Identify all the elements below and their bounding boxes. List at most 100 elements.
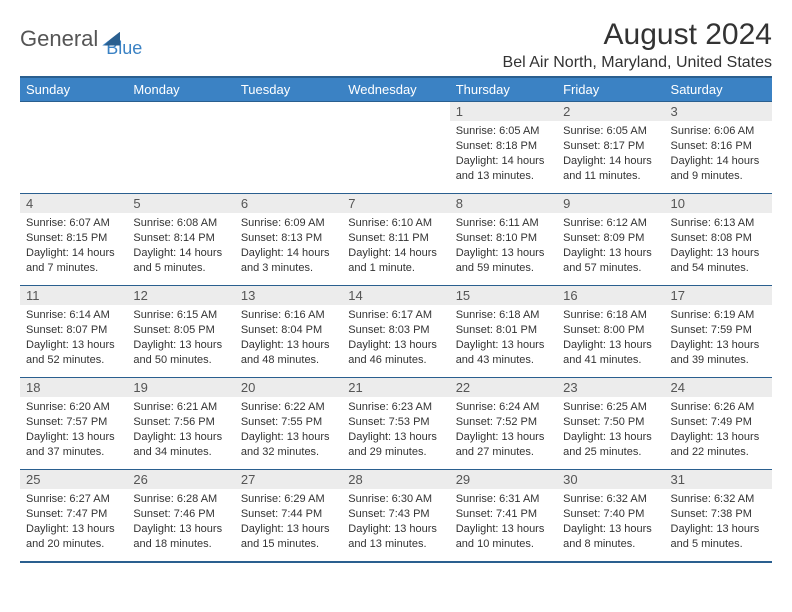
daylight-line1: Daylight: 13 hours	[671, 338, 766, 353]
day-number: 24	[665, 378, 772, 397]
calendar-day-cell: 29Sunrise: 6:31 AMSunset: 7:41 PMDayligh…	[450, 470, 557, 562]
sunrise-text: Sunrise: 6:09 AM	[241, 216, 336, 231]
day-number: 19	[127, 378, 234, 397]
daylight-line2: and 39 minutes.	[671, 353, 766, 368]
daylight-line2: and 15 minutes.	[241, 537, 336, 552]
day-number: 16	[557, 286, 664, 305]
day-number: 30	[557, 470, 664, 489]
sunrise-text: Sunrise: 6:25 AM	[563, 400, 658, 415]
sunset-text: Sunset: 8:18 PM	[456, 139, 551, 154]
calendar-day-cell: 25Sunrise: 6:27 AMSunset: 7:47 PMDayligh…	[20, 470, 127, 562]
calendar-week-row: 25 Sunrise: 6:27 AMSunset: 7:47 PM Dayligh…	[20, 470, 772, 562]
daylight-line1: Daylight: 13 hours	[348, 522, 443, 537]
logo-text-general: General	[20, 26, 98, 52]
daylight-line1: Daylight: 13 hours	[133, 338, 228, 353]
daylight-line1: Daylight: 14 hours	[456, 154, 551, 169]
weekday-header: Thursday	[450, 77, 557, 102]
day-number: 12	[127, 286, 234, 305]
daylight-line2: and 32 minutes.	[241, 445, 336, 460]
sunrise-text: Sunrise: 6:22 AM	[241, 400, 336, 415]
calendar-day-cell: 2Sunrise: 6:05 AMSunset: 8:17 PMDaylight…	[557, 102, 664, 194]
day-details: Sunrise: 6:18 AMSunset: 8:00 PMDaylight:…	[557, 305, 664, 371]
calendar-day-cell: 22Sunrise: 6:24 AMSunset: 7:52 PMDayligh…	[450, 378, 557, 470]
day-details: Sunrise: 6:06 AMSunset: 8:16 PMDaylight:…	[665, 121, 772, 187]
daylight-line2: and 18 minutes.	[133, 537, 228, 552]
sunrise-text: Sunrise: 6:20 AM	[26, 400, 121, 415]
sunset-text: Sunset: 8:03 PM	[348, 323, 443, 338]
sunset-text: Sunset: 7:47 PM	[26, 507, 121, 522]
day-number: 23	[557, 378, 664, 397]
sunrise-text: Sunrise: 6:24 AM	[456, 400, 551, 415]
day-details: Sunrise: 6:26 AMSunset: 7:49 PMDaylight:…	[665, 397, 772, 463]
day-number: 26	[127, 470, 234, 489]
sunrise-text: Sunrise: 6:26 AM	[671, 400, 766, 415]
sunset-text: Sunset: 8:01 PM	[456, 323, 551, 338]
calendar-day-cell: 20Sunrise: 6:22 AMSunset: 7:55 PMDayligh…	[235, 378, 342, 470]
daylight-line2: and 22 minutes.	[671, 445, 766, 460]
sunset-text: Sunset: 7:52 PM	[456, 415, 551, 430]
daylight-line2: and 7 minutes.	[26, 261, 121, 276]
day-details: Sunrise: 6:25 AMSunset: 7:50 PMDaylight:…	[557, 397, 664, 463]
daylight-line1: Daylight: 13 hours	[241, 338, 336, 353]
day-number: 25	[20, 470, 127, 489]
daylight-line1: Daylight: 13 hours	[26, 430, 121, 445]
calendar-day-cell: 19Sunrise: 6:21 AMSunset: 7:56 PMDayligh…	[127, 378, 234, 470]
sunset-text: Sunset: 8:09 PM	[563, 231, 658, 246]
day-details: Sunrise: 6:30 AMSunset: 7:43 PMDaylight:…	[342, 489, 449, 555]
day-details: Sunrise: 6:32 AMSunset: 7:40 PMDaylight:…	[557, 489, 664, 555]
sunrise-text: Sunrise: 6:07 AM	[26, 216, 121, 231]
weekday-header: Saturday	[665, 77, 772, 102]
sunrise-text: Sunrise: 6:18 AM	[456, 308, 551, 323]
calendar-day-cell: 10Sunrise: 6:13 AMSunset: 8:08 PMDayligh…	[665, 194, 772, 286]
calendar-day-cell: 18Sunrise: 6:20 AMSunset: 7:57 PMDayligh…	[20, 378, 127, 470]
daylight-line1: Daylight: 13 hours	[133, 522, 228, 537]
sunrise-text: Sunrise: 6:19 AM	[671, 308, 766, 323]
sunrise-text: Sunrise: 6:28 AM	[133, 492, 228, 507]
weekday-header: Tuesday	[235, 77, 342, 102]
daylight-line1: Daylight: 13 hours	[456, 246, 551, 261]
daylight-line1: Daylight: 14 hours	[26, 246, 121, 261]
sunrise-text: Sunrise: 6:16 AM	[241, 308, 336, 323]
day-number: 18	[20, 378, 127, 397]
title-block: August 2024 Bel Air North, Maryland, Uni…	[503, 18, 772, 72]
calendar-day-cell: 13Sunrise: 6:16 AMSunset: 8:04 PMDayligh…	[235, 286, 342, 378]
day-details: Sunrise: 6:21 AMSunset: 7:56 PMDaylight:…	[127, 397, 234, 463]
calendar-day-cell: 3Sunrise: 6:06 AMSunset: 8:16 PMDaylight…	[665, 102, 772, 194]
sunset-text: Sunset: 7:56 PM	[133, 415, 228, 430]
sunrise-text: Sunrise: 6:18 AM	[563, 308, 658, 323]
day-details: Sunrise: 6:18 AMSunset: 8:01 PMDaylight:…	[450, 305, 557, 371]
calendar-day-cell: 23Sunrise: 6:25 AMSunset: 7:50 PMDayligh…	[557, 378, 664, 470]
daylight-line1: Daylight: 14 hours	[348, 246, 443, 261]
day-number: 1	[450, 102, 557, 121]
daylight-line2: and 20 minutes.	[26, 537, 121, 552]
month-title: August 2024	[503, 18, 772, 52]
day-details: Sunrise: 6:32 AMSunset: 7:38 PMDaylight:…	[665, 489, 772, 555]
day-details: Sunrise: 6:22 AMSunset: 7:55 PMDaylight:…	[235, 397, 342, 463]
day-details: Sunrise: 6:11 AMSunset: 8:10 PMDaylight:…	[450, 213, 557, 279]
daylight-line2: and 1 minute.	[348, 261, 443, 276]
sunrise-text: Sunrise: 6:14 AM	[26, 308, 121, 323]
calendar-week-row: 1Sunrise: 6:05 AMSunset: 8:18 PMDaylight…	[20, 102, 772, 194]
logo: General Blue	[20, 18, 142, 59]
calendar-empty-cell	[127, 102, 234, 194]
day-number: 2	[557, 102, 664, 121]
daylight-line1: Daylight: 13 hours	[348, 430, 443, 445]
sunset-text: Sunset: 8:05 PM	[133, 323, 228, 338]
sunset-text: Sunset: 8:14 PM	[133, 231, 228, 246]
daylight-line2: and 5 minutes.	[133, 261, 228, 276]
sunset-text: Sunset: 7:59 PM	[671, 323, 766, 338]
day-details: Sunrise: 6:05 AMSunset: 8:17 PMDaylight:…	[557, 121, 664, 187]
sunset-text: Sunset: 8:11 PM	[348, 231, 443, 246]
day-number: 21	[342, 378, 449, 397]
daylight-line1: Daylight: 13 hours	[671, 430, 766, 445]
day-details: Sunrise: 6:24 AMSunset: 7:52 PMDaylight:…	[450, 397, 557, 463]
day-details: Sunrise: 6:23 AMSunset: 7:53 PMDaylight:…	[342, 397, 449, 463]
sunrise-text: Sunrise: 6:27 AM	[26, 492, 121, 507]
daylight-line1: Daylight: 13 hours	[563, 338, 658, 353]
daylight-line1: Daylight: 13 hours	[671, 522, 766, 537]
calendar-day-cell: 6Sunrise: 6:09 AMSunset: 8:13 PMDaylight…	[235, 194, 342, 286]
day-details: Sunrise: 6:08 AMSunset: 8:14 PMDaylight:…	[127, 213, 234, 279]
sunset-text: Sunset: 7:41 PM	[456, 507, 551, 522]
sunrise-text: Sunrise: 6:31 AM	[456, 492, 551, 507]
day-details: Sunrise: 6:13 AMSunset: 8:08 PMDaylight:…	[665, 213, 772, 279]
